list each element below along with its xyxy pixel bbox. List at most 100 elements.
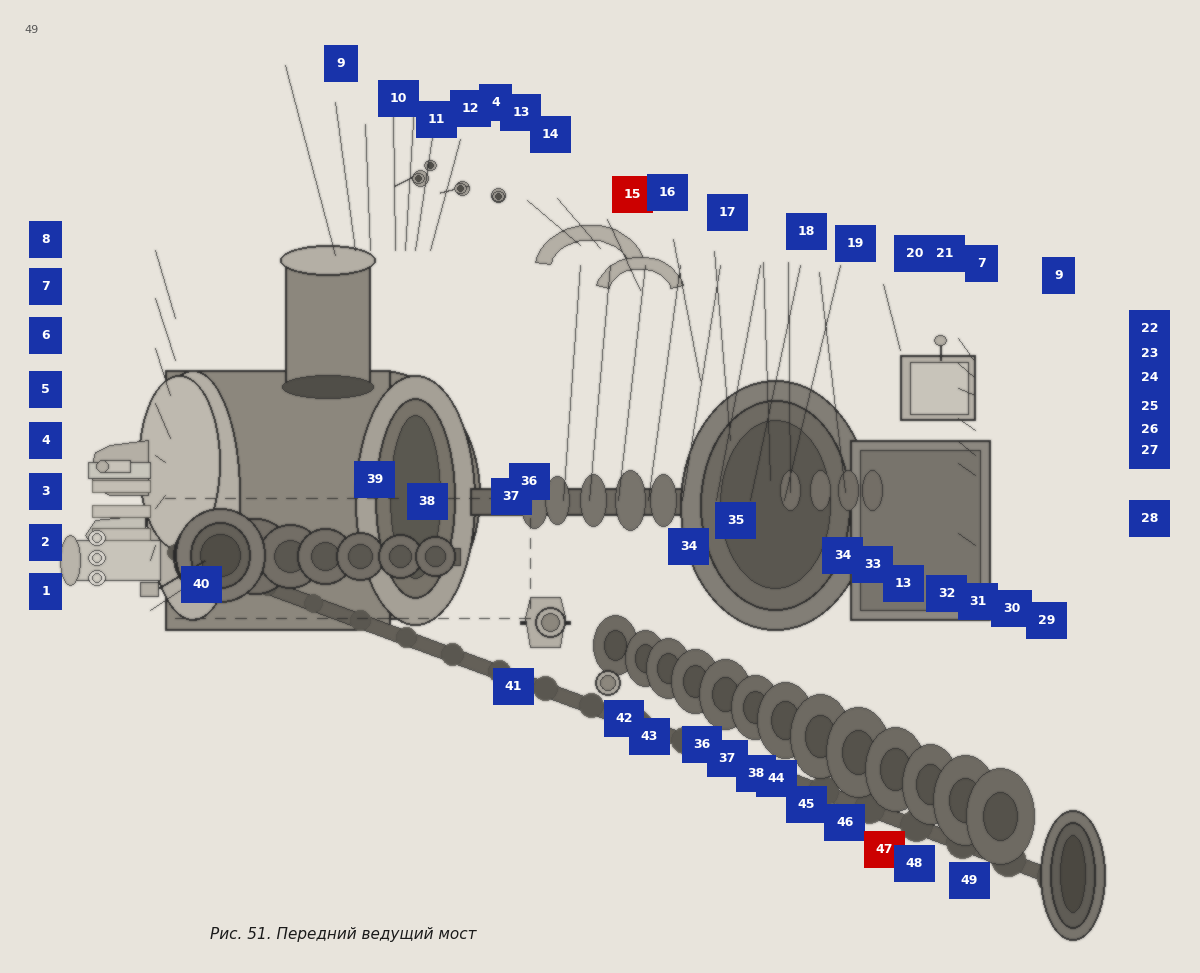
FancyBboxPatch shape xyxy=(29,524,62,561)
Text: 42: 42 xyxy=(616,711,632,725)
FancyBboxPatch shape xyxy=(29,573,62,610)
Text: 17: 17 xyxy=(719,205,736,219)
Text: 29: 29 xyxy=(1038,614,1055,628)
Text: 15: 15 xyxy=(624,188,641,201)
Text: 38: 38 xyxy=(419,494,436,508)
Text: 10: 10 xyxy=(390,91,407,105)
FancyBboxPatch shape xyxy=(1026,602,1067,639)
Text: 47: 47 xyxy=(876,843,893,856)
FancyBboxPatch shape xyxy=(1129,388,1170,425)
FancyBboxPatch shape xyxy=(1129,335,1170,372)
FancyBboxPatch shape xyxy=(715,502,756,539)
FancyBboxPatch shape xyxy=(926,575,967,612)
Text: 21: 21 xyxy=(936,247,953,261)
Text: 13: 13 xyxy=(512,106,529,120)
FancyBboxPatch shape xyxy=(378,80,419,117)
FancyBboxPatch shape xyxy=(479,84,512,121)
Text: 4: 4 xyxy=(41,434,50,448)
FancyBboxPatch shape xyxy=(491,478,532,515)
Text: 48: 48 xyxy=(906,856,923,870)
Text: 37: 37 xyxy=(719,752,736,766)
FancyBboxPatch shape xyxy=(604,700,644,737)
FancyBboxPatch shape xyxy=(629,718,670,755)
Text: 34: 34 xyxy=(680,540,697,554)
FancyBboxPatch shape xyxy=(864,831,905,868)
Text: 8: 8 xyxy=(41,233,50,246)
FancyBboxPatch shape xyxy=(668,528,709,565)
FancyBboxPatch shape xyxy=(29,422,62,459)
FancyBboxPatch shape xyxy=(29,268,62,305)
Text: 31: 31 xyxy=(970,595,986,608)
Text: 43: 43 xyxy=(641,730,658,743)
Text: 41: 41 xyxy=(505,680,522,694)
Text: 33: 33 xyxy=(864,558,881,571)
FancyBboxPatch shape xyxy=(1129,500,1170,537)
Text: 49: 49 xyxy=(961,874,978,887)
FancyBboxPatch shape xyxy=(965,245,998,282)
FancyBboxPatch shape xyxy=(530,116,571,153)
FancyBboxPatch shape xyxy=(894,235,935,272)
Text: 46: 46 xyxy=(836,815,853,829)
Text: Рис. 51. Передний ведущий мост: Рис. 51. Передний ведущий мост xyxy=(210,927,476,942)
FancyBboxPatch shape xyxy=(835,225,876,262)
FancyBboxPatch shape xyxy=(354,461,395,498)
FancyBboxPatch shape xyxy=(786,786,827,823)
FancyBboxPatch shape xyxy=(1042,257,1075,294)
FancyBboxPatch shape xyxy=(949,862,990,899)
FancyBboxPatch shape xyxy=(958,583,998,620)
Text: 2: 2 xyxy=(41,536,50,550)
Text: 45: 45 xyxy=(798,798,815,811)
FancyBboxPatch shape xyxy=(29,221,62,258)
FancyBboxPatch shape xyxy=(786,213,827,250)
Text: 5: 5 xyxy=(41,382,50,396)
Text: 4: 4 xyxy=(491,95,500,109)
FancyBboxPatch shape xyxy=(991,590,1032,627)
Text: 20: 20 xyxy=(906,247,923,261)
Text: 23: 23 xyxy=(1141,346,1158,360)
FancyBboxPatch shape xyxy=(324,45,358,82)
Text: 11: 11 xyxy=(428,113,445,126)
FancyBboxPatch shape xyxy=(612,176,653,213)
Text: 7: 7 xyxy=(977,257,986,270)
Text: 9: 9 xyxy=(1054,269,1063,282)
Text: 6: 6 xyxy=(41,329,50,342)
FancyBboxPatch shape xyxy=(883,565,924,602)
Text: 28: 28 xyxy=(1141,512,1158,525)
Text: 1: 1 xyxy=(41,585,50,598)
Text: 35: 35 xyxy=(727,514,744,527)
FancyBboxPatch shape xyxy=(29,473,62,510)
Text: 34: 34 xyxy=(834,549,851,562)
Text: 16: 16 xyxy=(659,186,676,199)
Text: 7: 7 xyxy=(41,279,50,293)
Text: 36: 36 xyxy=(694,738,710,751)
FancyBboxPatch shape xyxy=(493,668,534,705)
Text: 26: 26 xyxy=(1141,422,1158,436)
FancyBboxPatch shape xyxy=(181,566,222,603)
Text: 24: 24 xyxy=(1141,371,1158,384)
Text: 39: 39 xyxy=(366,473,383,486)
FancyBboxPatch shape xyxy=(509,463,550,500)
FancyBboxPatch shape xyxy=(416,101,457,138)
FancyBboxPatch shape xyxy=(852,546,893,583)
FancyBboxPatch shape xyxy=(707,740,748,777)
FancyBboxPatch shape xyxy=(756,760,797,797)
Text: 18: 18 xyxy=(798,225,815,238)
Text: 12: 12 xyxy=(462,102,479,116)
FancyBboxPatch shape xyxy=(682,726,722,763)
Text: 3: 3 xyxy=(41,485,50,498)
FancyBboxPatch shape xyxy=(407,483,448,520)
FancyBboxPatch shape xyxy=(29,317,62,354)
Text: 37: 37 xyxy=(503,489,520,503)
Text: 36: 36 xyxy=(521,475,538,488)
Text: 44: 44 xyxy=(768,772,785,785)
FancyBboxPatch shape xyxy=(450,90,491,127)
FancyBboxPatch shape xyxy=(29,371,62,408)
FancyBboxPatch shape xyxy=(1129,411,1170,448)
FancyBboxPatch shape xyxy=(1129,432,1170,469)
FancyBboxPatch shape xyxy=(707,194,748,231)
FancyBboxPatch shape xyxy=(824,804,865,841)
FancyBboxPatch shape xyxy=(500,94,541,131)
FancyBboxPatch shape xyxy=(924,235,965,272)
Text: 30: 30 xyxy=(1003,601,1020,615)
FancyBboxPatch shape xyxy=(647,174,688,211)
